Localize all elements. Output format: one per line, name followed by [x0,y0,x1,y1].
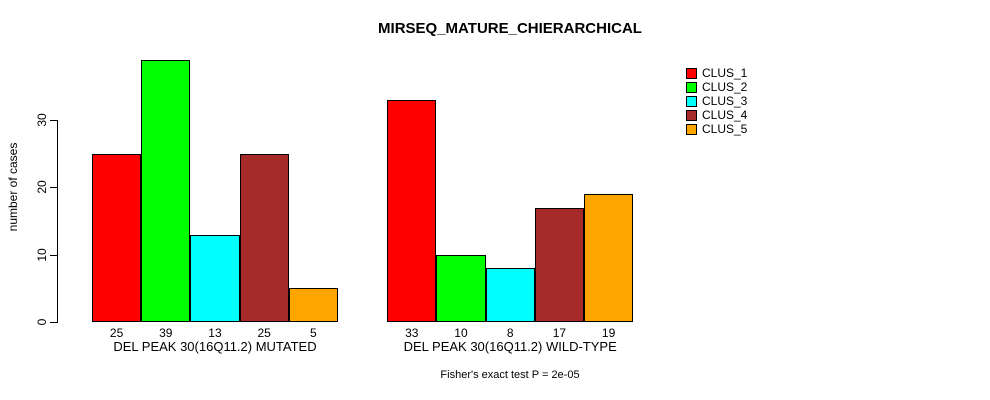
legend-item-clus_1: CLUS_1 [686,66,747,80]
bar-value-label: 39 [159,326,173,340]
bar-clus_5-group2 [584,194,634,322]
bar-clus_4-group1 [239,153,289,322]
y-axis-tick-label: 10 [35,248,49,262]
stat-annotation: Fisher's exact test P = 2e-05 [440,369,580,381]
y-axis-tick-label: 20 [35,180,49,195]
bar-clus_5-group1 [288,288,338,322]
bar-clus_3-group1 [190,234,240,322]
bar-value-label: 25 [257,326,271,340]
bar-value-label: 25 [109,326,124,340]
bar-clus_1-group2 [387,99,437,322]
y-axis-line [57,120,58,323]
y-axis-tick [50,120,57,122]
bar-value-label: 13 [208,326,222,340]
legend-label: CLUS_1 [702,66,748,80]
bar-value-label: 33 [405,326,419,340]
legend-item-clus_4: CLUS_4 [686,108,747,122]
bar-value-label: 5 [310,326,317,340]
legend-swatch-clus_3 [686,95,697,107]
y-axis-tick-label: 30 [35,113,49,127]
legend-label: CLUS_3 [702,94,748,108]
legend: CLUS_1 CLUS_2 CLUS_3 CLUS_4 CLUS_5 [686,66,747,136]
legend-swatch-clus_4 [686,109,697,121]
group-x-label: DEL PEAK 30(16Q11.2) WILD-TYPE [403,339,617,354]
legend-label: CLUS_2 [702,80,748,94]
legend-item-clus_5: CLUS_5 [686,122,747,136]
bar-value-label: 8 [506,326,514,340]
y-axis-label: number of cases [6,142,20,232]
legend-swatch-clus_2 [686,81,697,93]
y-axis-tick [50,187,57,189]
y-axis-tick-label: 0 [35,318,49,326]
group-x-label: DEL PEAK 30(16Q11.2) MUTATED [113,339,317,354]
legend-swatch-clus_1 [686,67,697,79]
y-axis-tick [50,254,57,256]
legend-item-clus_3: CLUS_3 [686,94,747,108]
legend-item-clus_2: CLUS_2 [686,80,747,94]
bar-value-label: 17 [552,326,567,340]
bar-clus_4-group2 [534,207,584,322]
bar-clus_1-group1 [92,153,142,322]
bar-clus_2-group1 [141,59,191,322]
bar-value-label: 19 [601,326,616,340]
legend-label: CLUS_5 [702,122,748,136]
bar-clus_3-group2 [485,268,535,322]
bar-value-label: 10 [454,326,468,340]
legend-label: CLUS_4 [702,108,748,122]
bar-clus_2-group2 [436,254,486,322]
y-axis-tick [50,322,57,323]
chart-title: MIRSEQ_MATURE_CHIERARCHICAL [378,20,642,37]
legend-swatch-clus_5 [686,123,697,135]
